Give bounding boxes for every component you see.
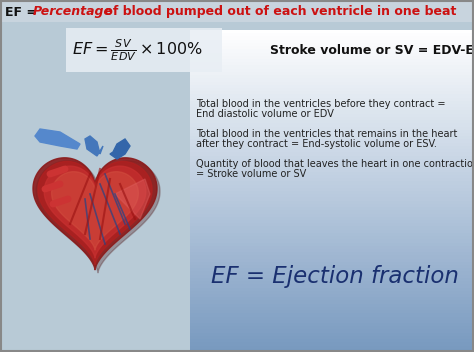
Text: Total blood in the ventricles that remains in the heart: Total blood in the ventricles that remai… [196, 129, 457, 139]
Polygon shape [110, 139, 130, 159]
Polygon shape [44, 166, 146, 258]
Text: after they contract = End-systolic volume or ESV.: after they contract = End-systolic volum… [196, 139, 437, 149]
FancyBboxPatch shape [66, 28, 222, 72]
Polygon shape [115, 179, 150, 219]
Polygon shape [35, 129, 80, 149]
Polygon shape [38, 162, 152, 265]
Polygon shape [33, 158, 157, 270]
Text: Stroke volume or SV = EDV-ESV: Stroke volume or SV = EDV-ESV [270, 44, 474, 57]
Text: End diastolic volume or EDV: End diastolic volume or EDV [196, 109, 334, 119]
Polygon shape [85, 136, 103, 156]
Text: EF = Ejection fraction: EF = Ejection fraction [211, 265, 459, 289]
Text: $EF = \frac{SV}{EDV} \times 100\%$: $EF = \frac{SV}{EDV} \times 100\%$ [72, 37, 203, 63]
Text: Quantity of blood that leaves the heart in one contraction: Quantity of blood that leaves the heart … [196, 159, 474, 169]
Polygon shape [36, 161, 160, 273]
FancyBboxPatch shape [0, 0, 474, 22]
Text: EF =: EF = [5, 6, 41, 19]
Text: Total blood in the ventricles before they contract =: Total blood in the ventricles before the… [196, 99, 446, 109]
Text: = Stroke volume or SV: = Stroke volume or SV [196, 169, 306, 179]
Text: of blood pumped out of each ventricle in one beat: of blood pumped out of each ventricle in… [100, 6, 456, 19]
Text: Percentage: Percentage [33, 6, 113, 19]
Polygon shape [52, 172, 138, 250]
